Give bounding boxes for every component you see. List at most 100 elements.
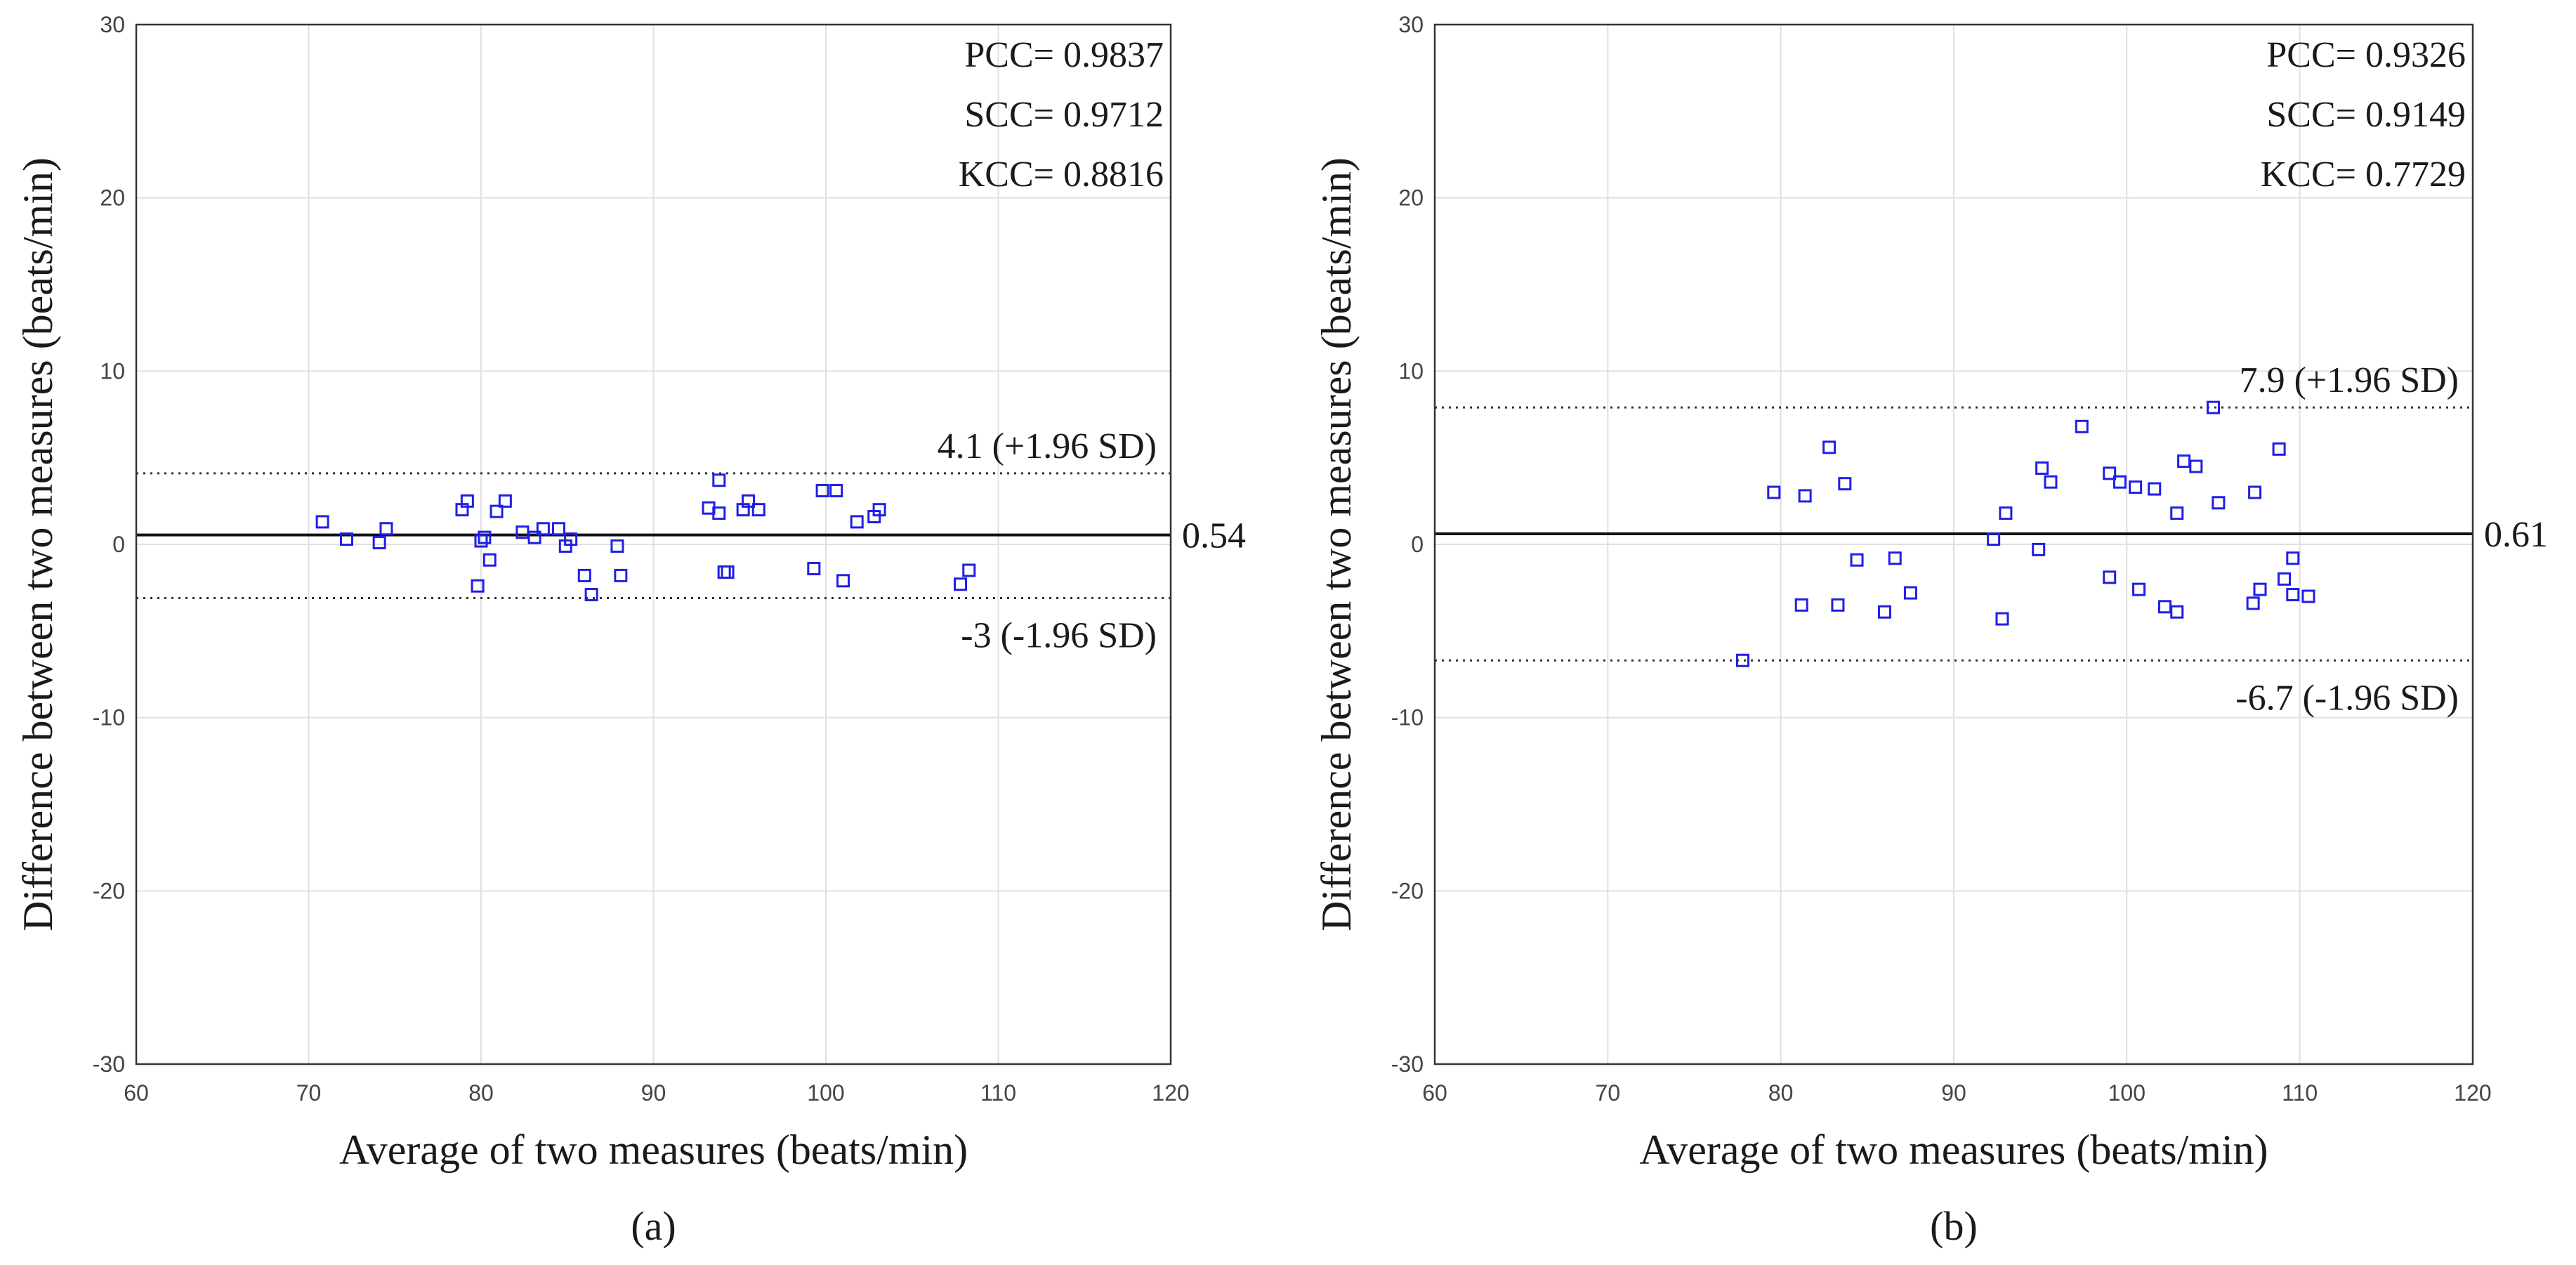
data-point [315, 515, 329, 529]
data-point [2248, 485, 2262, 499]
stat-text: SCC= 0.9149 [2266, 95, 2466, 135]
data-point [2207, 400, 2220, 414]
data-point [1831, 598, 1845, 612]
x-tick-label: 70 [1596, 1080, 1621, 1106]
data-point [836, 574, 850, 588]
data-point [2272, 442, 2286, 456]
y-tick-label: 10 [100, 358, 125, 384]
data-point [2035, 461, 2049, 475]
x-axis-label: Average of two measures (beats/min) [1639, 1127, 2268, 1173]
data-point [2301, 589, 2315, 603]
data-point [1838, 477, 1852, 491]
data-point [872, 503, 886, 517]
data-point [2103, 570, 2117, 584]
data-point [829, 484, 843, 498]
upper-limit-label: 4.1 (+1.96 SD) [938, 426, 1157, 466]
data-point [1822, 440, 1836, 454]
panel-caption: (a) [631, 1203, 676, 1249]
data-point [460, 494, 474, 508]
x-tick-label: 110 [980, 1080, 1016, 1106]
x-tick-label: 60 [124, 1080, 149, 1106]
data-point [2246, 596, 2260, 610]
data-point [2170, 605, 2184, 619]
data-point [610, 539, 624, 553]
data-point [2032, 542, 2046, 556]
stat-text: SCC= 0.9712 [964, 95, 1164, 135]
data-point [2177, 454, 2191, 468]
data-point [577, 568, 591, 582]
data-point [2075, 419, 2089, 433]
data-point [527, 530, 541, 544]
mean-value-label: 0.61 [2484, 515, 2548, 555]
data-point [1767, 485, 1781, 499]
y-axis-label: Difference between two measures (beats/m… [1313, 157, 1360, 931]
data-point [742, 494, 756, 508]
data-point [1888, 551, 1902, 565]
mean-value-label: 0.54 [1182, 516, 1246, 556]
data-point [1987, 532, 2001, 546]
data-point [614, 568, 628, 582]
y-tick-label: 30 [1398, 12, 1424, 37]
data-point [489, 504, 504, 518]
x-tick-label: 100 [2108, 1080, 2145, 1106]
data-point [712, 506, 726, 520]
data-point [2044, 475, 2058, 489]
data-point [2103, 466, 2117, 480]
data-point [1735, 653, 1749, 667]
plot-frame [135, 23, 1172, 1066]
data-point [2189, 459, 2203, 473]
chart-panel-a: 60 70 80 90 100 110 120 -30 -20 -10 0 10 20 30 Average… [15, 12, 1246, 1249]
data-point [721, 565, 735, 579]
data-point [2212, 496, 2226, 510]
data-point [2132, 582, 2146, 596]
data-point [2158, 600, 2172, 614]
data-point [379, 522, 393, 536]
chart-panel-b: 60 70 80 90 100 110 120 -30 -20 -10 0 10 20 30 Average… [1313, 12, 2548, 1249]
x-tick-label: 60 [1422, 1080, 1447, 1106]
data-point [1999, 506, 2013, 520]
data-point [340, 532, 354, 546]
data-point [1877, 605, 1891, 619]
data-point [751, 503, 765, 517]
data-point [2148, 482, 2162, 496]
x-tick-label: 70 [296, 1080, 322, 1106]
data-point [551, 522, 565, 536]
stat-text: KCC= 0.8816 [959, 155, 1164, 195]
data-point [815, 484, 829, 498]
data-point [2286, 588, 2300, 602]
data-point [564, 532, 578, 546]
lower-limit-label: -3 (-1.96 SD) [961, 615, 1157, 655]
upper-limit-label: 7.9 (+1.96 SD) [2240, 360, 2459, 400]
data-point [471, 579, 485, 593]
data-point [498, 494, 512, 508]
data-point [1995, 612, 2009, 626]
data-point [2277, 572, 2291, 586]
data-point [953, 577, 967, 591]
y-tick-label: -20 [93, 878, 125, 903]
data-point [2112, 475, 2127, 489]
data-point [474, 534, 488, 548]
data-point [850, 515, 864, 529]
data-point [1903, 586, 1917, 600]
data-point [1850, 553, 1864, 567]
panel-caption: (b) [1930, 1203, 1978, 1249]
y-tick-label: 20 [1398, 185, 1424, 211]
x-tick-label: 80 [1768, 1080, 1794, 1106]
x-tick-label: 80 [468, 1080, 494, 1106]
data-point [372, 536, 386, 550]
data-point [807, 562, 821, 576]
x-tick-label: 100 [807, 1080, 844, 1106]
y-tick-label: -20 [1391, 878, 1424, 903]
lower-limit-label: -6.7 (-1.96 SD) [2235, 678, 2459, 718]
stat-text: PCC= 0.9326 [2266, 35, 2466, 75]
y-tick-label: 10 [1398, 358, 1424, 384]
y-tick-label: -30 [1391, 1051, 1424, 1077]
data-point [1798, 489, 1812, 503]
y-tick-label: 30 [100, 12, 125, 37]
x-tick-label: 90 [1941, 1080, 1966, 1106]
data-point [962, 563, 976, 577]
x-axis-label: Average of two measures (beats/min) [339, 1127, 968, 1173]
data-point [2286, 551, 2300, 565]
x-tick-label: 110 [2282, 1080, 2318, 1106]
